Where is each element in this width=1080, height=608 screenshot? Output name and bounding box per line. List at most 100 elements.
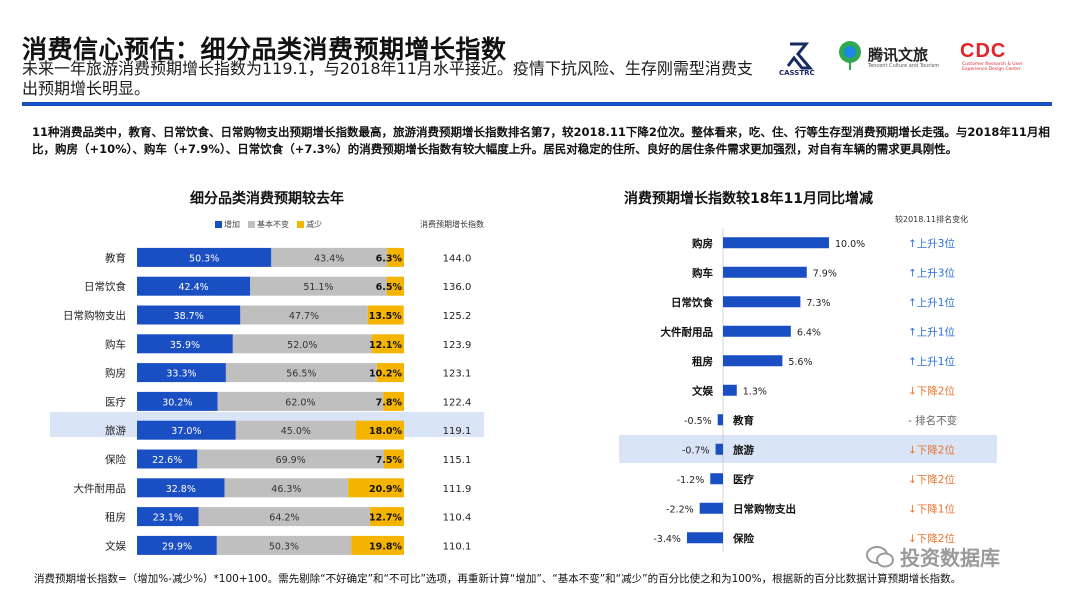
- left-bar-segment-same: [216, 535, 352, 555]
- left-bar-segment-increase: [137, 305, 241, 325]
- left-bar-segment-decrease: [370, 507, 404, 527]
- right-bar: [717, 414, 723, 426]
- left-bar-segment-same: [197, 449, 384, 469]
- left-bar-value-label: 51.1%: [303, 282, 333, 293]
- left-bar-value-label: 42.4%: [179, 282, 209, 293]
- watermark: 投资数据库: [866, 542, 1000, 571]
- right-category-label: 医疗: [733, 473, 754, 486]
- left-bar-segment-same: [232, 334, 372, 354]
- right-bar-value-label: -1.2%: [677, 475, 705, 486]
- left-category-label: 文娱: [105, 539, 126, 552]
- left-bar-value-label: 10.2%: [369, 369, 402, 380]
- cdc-logo: CDC: [960, 40, 1007, 62]
- legend-swatch-decrease: [297, 221, 304, 228]
- right-bar: [699, 502, 723, 514]
- left-bar-segment-increase: [137, 420, 236, 440]
- right-bar-value-label: 7.3%: [806, 298, 830, 309]
- left-bar-segment-decrease: [376, 363, 404, 383]
- left-bar-segment-increase: [137, 449, 198, 469]
- left-bar-segment-increase: [137, 391, 218, 411]
- right-bar-value-label: 10.0%: [835, 239, 865, 250]
- right-bar-value-label: 5.6%: [788, 357, 812, 368]
- left-bar-value-label: 50.3%: [269, 541, 299, 552]
- left-bar-segment-increase: [137, 247, 272, 267]
- right-rank-change: ↓下降2位: [908, 443, 955, 456]
- left-bar-segment-same: [271, 247, 388, 267]
- summary-text: 11种消费品类中，教育、日常饮食、日常购物支出预期增长指数最高，旅游消费预期增长…: [32, 125, 1050, 156]
- left-bar-value-label: 47.7%: [289, 311, 319, 322]
- left-bar-value-label: 7.8%: [376, 397, 403, 408]
- left-category-label: 租房: [105, 511, 126, 524]
- footnote: 消费预期增长指数=（增加%-减少%）*100+100。需先剔除“不好确定”和“不…: [34, 573, 962, 585]
- left-bar-segment-decrease: [348, 478, 404, 498]
- right-chart-title: 消费预期增长指数较18年11月同比增减: [624, 191, 873, 207]
- right-bar-value-label: -2.2%: [666, 504, 694, 515]
- left-bar-segment-decrease: [367, 305, 404, 325]
- right-rank-change: - 排名不变: [908, 414, 958, 427]
- left-bar-segment-same: [235, 420, 356, 440]
- left-bar-segment-increase: [137, 334, 233, 354]
- left-bar-value-label: 32.8%: [166, 484, 196, 495]
- left-bar-value-label: 50.3%: [189, 253, 219, 264]
- left-bar-value-label: 12.1%: [369, 340, 402, 351]
- left-index-value: 123.9: [443, 340, 472, 351]
- left-bar-value-label: 35.9%: [170, 340, 200, 351]
- left-bar-value-label: 19.8%: [369, 541, 402, 552]
- left-bar-segment-increase: [137, 363, 226, 383]
- left-category-label: 教育: [105, 251, 126, 264]
- right-rank-change: ↓下降2位: [908, 384, 955, 397]
- left-bar-value-label: 23.1%: [153, 513, 183, 524]
- right-rank-change: ↑上升1位: [908, 325, 955, 338]
- left-bar-value-label: 56.5%: [286, 369, 316, 380]
- left-bar-segment-decrease: [386, 276, 404, 296]
- left-bar-segment-increase: [137, 478, 225, 498]
- left-bar-segment-same: [240, 305, 368, 325]
- tencent-logo-name: 腾讯文旅: [868, 46, 929, 64]
- right-category-label: 购车: [692, 266, 713, 279]
- cdc-logo-sub: Customer Research & User Experience Desi…: [962, 62, 1023, 72]
- left-bar-segment-decrease: [355, 420, 404, 440]
- right-rank-change: ↑上升3位: [908, 266, 955, 279]
- legend-item-increase: 增加: [215, 219, 240, 230]
- left-bar-segment-decrease: [387, 247, 404, 267]
- right-category-label: 租房: [692, 355, 713, 368]
- header-divider: [22, 102, 1052, 106]
- left-category-label: 购房: [105, 367, 126, 380]
- right-highlight-row: [619, 435, 997, 463]
- right-category-label: 文娱: [691, 384, 713, 397]
- left-chart-title: 细分品类消费预期较去年: [190, 191, 344, 207]
- right-bar-value-label: 6.4%: [797, 327, 821, 338]
- left-index-value: 119.1: [443, 426, 472, 437]
- right-bar: [686, 532, 723, 544]
- right-rank-change: ↑上升1位: [908, 296, 955, 309]
- left-bar-segment-increase: [137, 535, 217, 555]
- legend-swatch-increase: [215, 221, 222, 228]
- left-bar-value-label: 22.6%: [152, 455, 182, 466]
- left-category-label: 日常购物支出: [63, 309, 126, 322]
- tencent-logo-sub: Tencent Culture and Tourism: [868, 63, 940, 69]
- right-bar: [710, 473, 723, 485]
- legend-label-same: 基本不变: [257, 220, 289, 229]
- right-rank-change: ↓下降1位: [908, 502, 955, 515]
- left-bar-value-label: 6.3%: [376, 253, 403, 264]
- right-bar-value-label: 1.3%: [743, 386, 767, 397]
- right-category-label: 日常饮食: [671, 296, 713, 309]
- left-category-label: 保险: [105, 453, 126, 466]
- right-bar: [723, 384, 737, 396]
- left-index-value: 125.2: [443, 311, 472, 322]
- right-bar: [723, 325, 791, 337]
- right-bar: [723, 355, 783, 367]
- left-category-label: 日常饮食: [84, 280, 126, 293]
- left-bar-value-label: 52.0%: [287, 340, 317, 351]
- index-column-header: 消费预期增长指数: [420, 220, 484, 229]
- left-index-value: 110.1: [443, 541, 472, 552]
- left-bar-value-label: 30.2%: [162, 397, 192, 408]
- right-rank-change: ↑上升3位: [908, 237, 955, 250]
- left-bar-value-label: 62.0%: [285, 397, 315, 408]
- left-category-label: 大件耐用品: [74, 482, 127, 495]
- right-rank-change: ↓下降2位: [908, 473, 955, 486]
- right-category-label: 旅游: [733, 443, 754, 456]
- casstrc-logo-text: CASSTRC: [779, 69, 815, 77]
- left-index-value: 144.0: [443, 253, 472, 264]
